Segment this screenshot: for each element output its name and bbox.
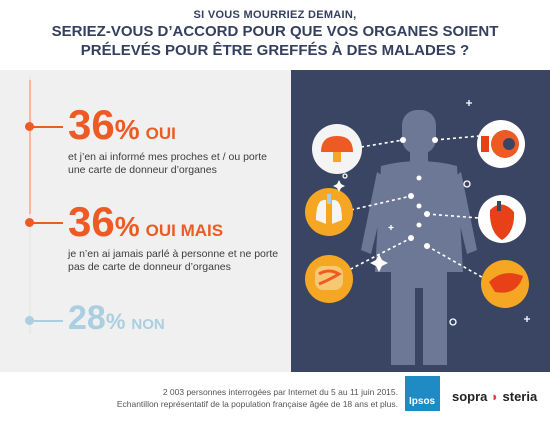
stat-oui-description: et j’en ai informé mes proches et / ou p… [68,151,267,177]
heart-icon [478,195,526,243]
stat-non: 28% NON [68,301,165,335]
stat-oui-mais: 36% OUI MAIS [68,201,223,243]
stat-oui-percent: % [114,114,140,145]
footnote-line2: Echantillon représentatif de la populati… [116,399,398,409]
timeline-connector-oui-mais [33,222,63,224]
lungs-icon [305,188,353,236]
stat-oui-mais-label: OUI MAIS [145,221,224,240]
steria-text: steria [502,389,538,404]
stat-oui-desc-line2: une carte de donneur d’organes [68,164,217,176]
stat-oui-mais-desc-line2: pas de carte de donneur d’organes [68,261,231,273]
stat-non-percent: % [105,309,126,334]
stat-oui-mais-desc-line1: je n’en ai jamais parlé à personne et ne… [68,248,279,260]
stat-oui-mais-number: 36 [68,198,115,245]
sopra-steria-logo: sopra ◗ steria [452,389,537,404]
timeline-dot-oui [25,122,34,131]
sopra-text: sopra [452,389,488,404]
timeline-highlight [29,80,31,214]
intestine-icon [305,255,353,303]
title-line-2: SERIEZ-VOUS D’ACCORD POUR QUE VOS ORGANE… [51,23,499,40]
title-line-3: PRÉLEVÉS POUR ÊTRE GREFFÉS À DES MALADES… [80,42,470,59]
stat-oui-label: OUI [145,124,176,143]
stat-non-number: 28 [68,299,106,337]
footnote-line1: 2 003 personnes interrogées par Internet… [162,387,398,397]
brain-icon [312,124,362,174]
illustration-svg [305,100,530,365]
ipsos-logo: Ipsos [405,376,440,411]
organ-donation-illustration [291,70,550,372]
stat-oui: 36% OUI [68,104,176,146]
header: SI VOUS MOURRIEZ DEMAIN, SERIEZ-VOUS D’A… [0,0,550,70]
timeline-connector-oui [33,126,63,128]
stat-oui-number: 36 [68,101,115,148]
title-line-1: SI VOUS MOURRIEZ DEMAIN, [193,9,357,21]
stat-oui-desc-line1: et j’en ai informé mes proches et / ou p… [68,151,268,163]
stat-non-label: NON [131,316,165,333]
sopra-steria-mark-icon: ◗ [491,389,499,404]
stat-oui-mais-percent: % [114,211,140,242]
stat-oui-mais-description: je n’en ai jamais parlé à personne et ne… [68,248,278,274]
survey-footnote: 2 003 personnes interrogées par Internet… [117,386,398,410]
person-silhouette-icon [361,110,477,365]
timeline-dot-oui-mais [25,218,34,227]
timeline-dot-non [25,316,34,325]
liver-icon [481,260,529,308]
ipsos-logo-text: Ipsos [409,396,436,407]
eye-icon [477,120,525,168]
timeline-connector-non [33,320,63,322]
